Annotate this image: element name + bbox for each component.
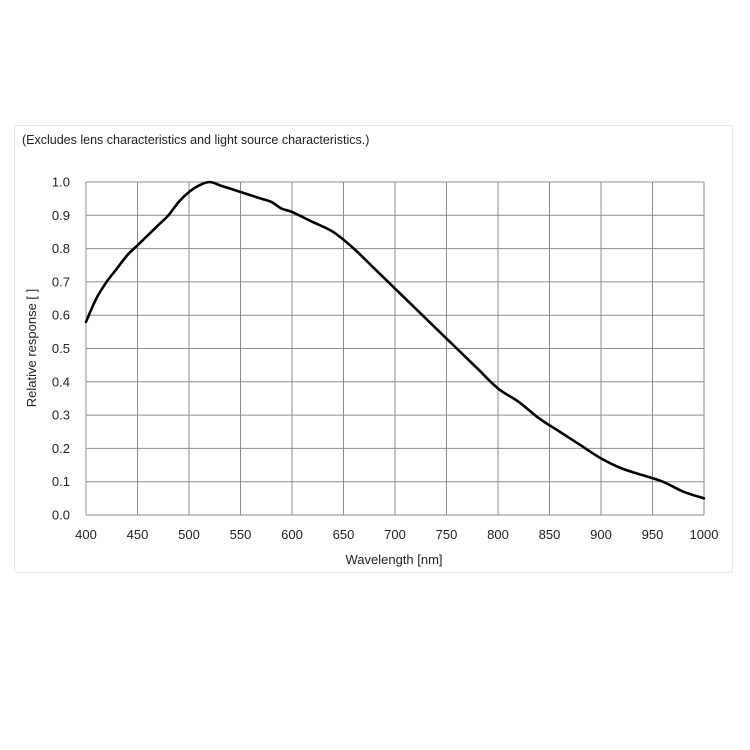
x-tick-label: 600 <box>281 527 303 542</box>
chart-note: (Excludes lens characteristics and light… <box>22 133 370 147</box>
x-tick-labels: 400 450 500 550 600 650 700 750 800 850 900 950 1000 <box>75 527 718 542</box>
grid-lines <box>85 181 705 516</box>
x-tick-label: 550 <box>230 527 252 542</box>
y-tick-label: 0.8 <box>52 241 70 256</box>
x-tick-label: 850 <box>539 527 561 542</box>
series-line <box>84 180 706 500</box>
x-tick-label: 950 <box>642 527 664 542</box>
y-tick-label: 0.2 <box>52 441 70 456</box>
y-tick-label: 0.5 <box>52 341 70 356</box>
y-tick-label: 0.3 <box>52 408 70 423</box>
y-tick-label: 0.9 <box>52 208 70 223</box>
x-tick-label: 450 <box>127 527 149 542</box>
y-tick-label: 1.0 <box>52 175 70 190</box>
y-axis-label: Relative response [ ] <box>24 289 39 408</box>
x-tick-label: 1000 <box>690 527 719 542</box>
y-tick-labels: 0.0 0.1 0.2 0.3 0.4 0.5 0.6 0.7 0.8 0.9 1.0 <box>52 175 70 523</box>
y-tick-label: 0.7 <box>52 274 70 289</box>
y-tick-label: 0.0 <box>52 508 70 523</box>
x-tick-label: 800 <box>487 527 509 542</box>
x-axis-label: Wavelength [nm] <box>345 552 442 567</box>
x-tick-label: 900 <box>590 527 612 542</box>
y-tick-label: 0.6 <box>52 308 70 323</box>
x-tick-label: 650 <box>333 527 355 542</box>
series-group <box>84 180 706 500</box>
x-tick-label: 750 <box>436 527 458 542</box>
x-tick-label: 500 <box>178 527 200 542</box>
x-tick-label: 400 <box>75 527 97 542</box>
y-tick-label: 0.4 <box>52 374 70 389</box>
x-tick-label: 700 <box>384 527 406 542</box>
y-tick-label: 0.1 <box>52 474 70 489</box>
